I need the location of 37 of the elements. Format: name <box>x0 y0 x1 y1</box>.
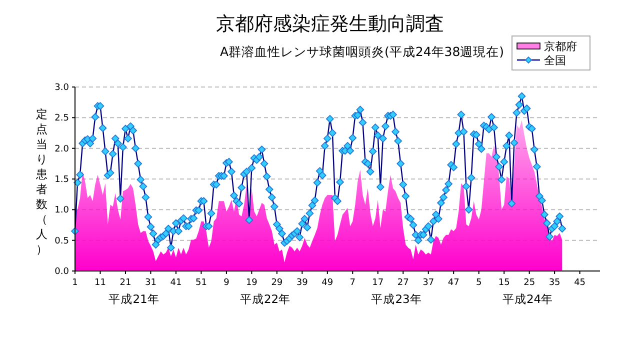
y-tick-label: 0.0 <box>54 267 70 277</box>
x-tick-label: 49 <box>322 278 334 288</box>
x-tick-label: 35 <box>548 278 560 288</box>
x-tick-label: 7 <box>350 278 356 288</box>
y-tick-label: 3.0 <box>54 83 70 93</box>
x-tick-label: 15 <box>498 278 510 288</box>
x-tick-label: 51 <box>195 278 207 288</box>
x-tick-label: 25 <box>524 278 536 288</box>
x-tick-label: 1 <box>72 278 78 288</box>
text: 平成24年 <box>502 292 554 306</box>
x-tick-label: 17 <box>372 278 384 288</box>
legend-label: 全国 <box>544 54 566 67</box>
x-tick-label: 39 <box>296 278 308 288</box>
x-tick-label: 21 <box>120 278 132 288</box>
x-tick-label: 37 <box>422 278 434 288</box>
legend-label: 京都府 <box>544 40 577 53</box>
x-tick-label: 11 <box>94 278 106 288</box>
x-tick-label: 31 <box>144 278 156 288</box>
x-tick-label: 47 <box>448 278 460 288</box>
text: 平成22年 <box>240 292 291 306</box>
text: 平成21年 <box>108 292 160 306</box>
x-tick-label: 27 <box>397 278 409 288</box>
y-tick-label: 1.0 <box>54 206 70 216</box>
x-tick-label: 9 <box>224 278 230 288</box>
text: 平成23年 <box>371 292 422 306</box>
y-tick-label: 1.5 <box>54 175 69 185</box>
y-tick-label: 2.5 <box>54 114 69 124</box>
chart-subtitle: A群溶血性レンサ球菌咽頭炎(平成24年38週現在) <box>220 44 504 59</box>
x-tick-label: 41 <box>170 278 182 288</box>
x-tick-label: 5 <box>476 278 482 288</box>
x-tick-label: 19 <box>246 278 258 288</box>
x-tick-label: 29 <box>271 278 283 288</box>
y-tick-label: 2.0 <box>54 144 70 154</box>
x-tick-label: 45 <box>574 278 586 288</box>
y-tick-label: 0.5 <box>54 236 69 246</box>
text: 定点当り患者数（人） <box>36 107 48 256</box>
chart-title: 京都府感染症発生動向調査 <box>216 13 444 35</box>
